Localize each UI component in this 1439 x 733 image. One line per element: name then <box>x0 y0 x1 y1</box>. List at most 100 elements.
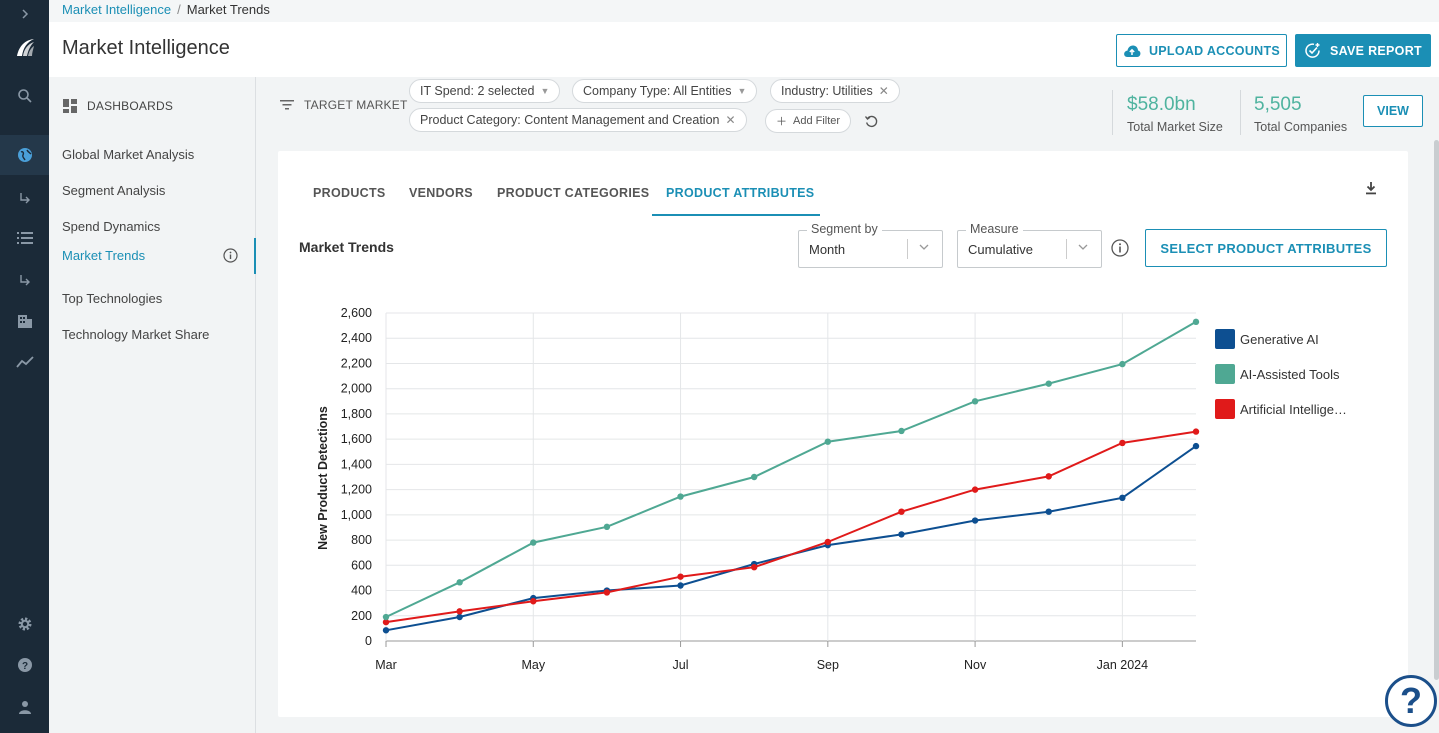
data-point[interactable] <box>971 517 979 524</box>
data-point[interactable] <box>677 493 684 500</box>
filter-icon <box>280 100 294 110</box>
filter-chip-product-category[interactable]: Product Category: Content Management and… <box>409 108 747 132</box>
globe-icon[interactable] <box>0 135 49 175</box>
data-point[interactable] <box>382 627 390 634</box>
tab-product-categories[interactable]: PRODUCT CATEGORIES <box>497 186 650 200</box>
data-point[interactable] <box>530 539 537 546</box>
segment-by-select[interactable]: Segment by Month <box>798 222 943 268</box>
target-market-text: TARGET MARKET <box>304 98 408 112</box>
legend-label[interactable]: Artificial Intellige… <box>1240 402 1347 417</box>
data-point[interactable] <box>898 427 905 435</box>
sidebar-item-spend-dynamics[interactable]: Spend Dynamics <box>62 219 161 234</box>
segment-by-label: Segment by <box>807 222 882 236</box>
legend-label[interactable]: Generative AI <box>1240 332 1319 347</box>
data-point[interactable] <box>824 438 832 445</box>
building-icon[interactable] <box>0 301 49 341</box>
user-icon[interactable] <box>0 687 49 727</box>
data-point[interactable] <box>1119 439 1126 447</box>
tab-vendors[interactable]: VENDORS <box>409 186 473 200</box>
data-point[interactable] <box>750 473 758 481</box>
filter-chip-industry[interactable]: Industry: Utilities ✕ <box>770 79 900 103</box>
data-point[interactable] <box>456 579 463 586</box>
select-divider <box>907 239 908 259</box>
data-point[interactable] <box>898 531 905 538</box>
data-point[interactable] <box>382 613 390 621</box>
data-point[interactable] <box>971 486 979 493</box>
stats-divider <box>1112 90 1113 135</box>
scrollbar[interactable] <box>1434 140 1439 680</box>
select-product-attributes-button[interactable]: SELECT PRODUCT ATTRIBUTES <box>1145 229 1387 267</box>
data-point[interactable] <box>456 608 463 615</box>
data-point[interactable] <box>750 564 758 571</box>
data-point[interactable] <box>824 538 832 546</box>
info-icon[interactable] <box>223 248 238 266</box>
trend-icon[interactable] <box>0 342 49 382</box>
data-point[interactable] <box>456 613 463 621</box>
legend-swatch[interactable] <box>1215 329 1235 349</box>
data-point[interactable] <box>1192 318 1200 326</box>
data-point[interactable] <box>898 508 905 515</box>
gear-icon[interactable] <box>0 604 49 644</box>
data-point[interactable] <box>1119 360 1126 368</box>
target-market-label: TARGET MARKET <box>280 98 408 112</box>
save-report-button[interactable]: SAVE REPORT <box>1295 34 1431 67</box>
line-chart: 0 200 400 600 800 1,000 1,200 1,400 1,600 1,800 2,… <box>316 306 1347 672</box>
data-point[interactable] <box>677 573 684 580</box>
data-point[interactable] <box>382 618 390 626</box>
upload-accounts-button[interactable]: UPLOAD ACCOUNTS <box>1116 34 1287 67</box>
view-button[interactable]: VIEW <box>1363 95 1423 127</box>
logo-icon[interactable] <box>0 28 49 68</box>
legend-swatch[interactable] <box>1215 364 1235 384</box>
filter-chip-company-type[interactable]: Company Type: All Entities ▼ <box>572 79 758 103</box>
data-point[interactable] <box>1045 380 1052 387</box>
filter-chip-it-spend[interactable]: IT Spend: 2 selected ▼ <box>409 79 561 103</box>
data-point[interactable] <box>530 598 537 605</box>
download-icon[interactable] <box>1364 181 1378 200</box>
sidebar-item-segment-analysis[interactable]: Segment Analysis <box>62 183 166 198</box>
data-point[interactable] <box>1192 428 1200 435</box>
legend-swatch[interactable] <box>1215 399 1235 419</box>
data-point[interactable] <box>677 582 684 589</box>
data-point[interactable] <box>603 523 611 531</box>
sidebar-item-market-trends[interactable]: Market Trends <box>49 238 256 274</box>
add-filter-button[interactable]: ＋ Add Filter <box>765 109 852 133</box>
breadcrumb-parent[interactable]: Market Intelligence <box>62 2 172 17</box>
data-point[interactable] <box>971 398 979 405</box>
measure-label: Measure <box>966 222 1023 236</box>
sub-arrow-icon[interactable] <box>0 260 49 300</box>
data-point[interactable] <box>1045 473 1052 480</box>
tab-products[interactable]: PRODUCTS <box>313 186 386 200</box>
sidebar-item-technology-market-share[interactable]: Technology Market Share <box>62 327 210 342</box>
x-tick-label: May <box>521 658 545 672</box>
data-point[interactable] <box>1192 442 1200 450</box>
x-tick-label: Nov <box>964 658 987 672</box>
close-icon[interactable]: ✕ <box>725 113 736 127</box>
list-icon[interactable] <box>0 218 49 258</box>
y-tick-label: 1,600 <box>341 432 372 446</box>
sidebar-item-global-market-analysis[interactable]: Global Market Analysis <box>62 147 195 162</box>
search-icon[interactable] <box>0 76 49 116</box>
y-tick-label: 1,400 <box>341 457 372 471</box>
data-point[interactable] <box>1119 494 1126 502</box>
series-line <box>385 320 1197 618</box>
legend-label[interactable]: AI-Assisted Tools <box>1240 367 1340 382</box>
close-icon[interactable]: ✕ <box>878 84 889 98</box>
y-tick-label: 1,000 <box>341 508 372 522</box>
svg-text:?: ? <box>21 661 27 672</box>
page-header: Market Intelligence UPLOAD ACCOUNTS SAVE… <box>49 22 1439 77</box>
filter-chip-label: Product Category: Content Management and… <box>420 113 720 127</box>
measure-select[interactable]: Measure Cumulative <box>957 222 1102 268</box>
tab-product-attributes[interactable]: PRODUCT ATTRIBUTES <box>666 186 815 200</box>
help-chat-button[interactable]: ? <box>1385 675 1437 727</box>
y-axis-title: New Product Detections <box>316 406 330 550</box>
data-point[interactable] <box>1045 508 1052 515</box>
data-point[interactable] <box>603 589 611 596</box>
info-icon[interactable] <box>1111 239 1129 262</box>
sidebar-item-top-technologies[interactable]: Top Technologies <box>62 291 163 306</box>
reset-icon[interactable] <box>864 114 879 134</box>
cloud-upload-icon <box>1124 44 1141 57</box>
sub-arrow-icon[interactable] <box>0 178 49 218</box>
y-tick-label: 0 <box>365 634 372 648</box>
chevron-right-icon[interactable] <box>0 0 49 34</box>
help-icon[interactable]: ? <box>0 645 49 685</box>
